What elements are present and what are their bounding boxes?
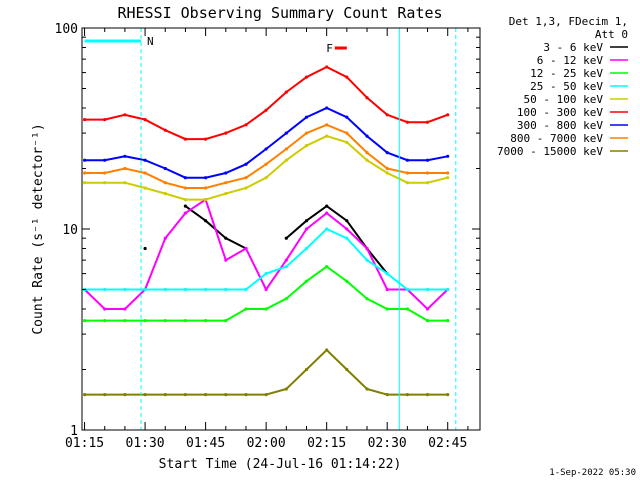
legend-entry-label: 12 - 25 keV [530, 67, 603, 80]
legend-entry-label: 800 - 7000 keV [510, 132, 603, 145]
legend-entry-label: 6 - 12 keV [537, 54, 604, 67]
x-tick-label: 02:45 [428, 436, 467, 451]
series-point [143, 246, 147, 251]
x-tick-label: 01:15 [65, 436, 104, 451]
chart-title: RHESSI Observing Summary Count Rates [117, 4, 442, 22]
series-7 [83, 123, 450, 190]
data-layer [83, 65, 450, 397]
series-4 [83, 134, 450, 202]
legend-header: Det 1,3, FDecim 1, [509, 15, 628, 28]
x-tick-label: 02:30 [368, 436, 407, 451]
x-tick-label: 01:45 [186, 436, 225, 451]
series-line [84, 65, 449, 141]
series-line [84, 227, 448, 291]
marker-label: F [326, 42, 333, 55]
legend-header: Att 0 [595, 28, 628, 41]
y-tick-label: 1 [70, 424, 78, 439]
plot-frame [81, 27, 481, 431]
marker-label: N [147, 35, 154, 48]
marker-layer: NF [84, 28, 457, 430]
series-line [285, 204, 388, 275]
series-0 [143, 204, 389, 276]
series-line [84, 348, 448, 396]
series-1 [83, 198, 450, 311]
x-tick-label: 01:30 [126, 436, 165, 451]
series-5 [83, 65, 450, 141]
y-tick-label: 100 [55, 22, 78, 37]
series-3 [83, 227, 450, 292]
series-line [84, 106, 448, 179]
y-axis-label: Count Rate (s⁻¹ detector⁻¹) [31, 123, 46, 334]
axis-layer: 01:15 01:30 01:45 02:00 02:15 02:30 02:45 1 10 10… [55, 22, 480, 451]
legend-entry-label: 25 - 50 keV [530, 80, 603, 93]
x-axis-label: Start Time (24-Jul-16 01:14:22) [159, 457, 402, 472]
legend-entry-label: 100 - 300 keV [517, 106, 603, 119]
legend-entry-label: 3 - 6 keV [543, 41, 603, 54]
series-line [84, 265, 448, 322]
x-tick-label: 02:15 [307, 436, 346, 451]
series-line [84, 135, 448, 201]
legend-entry-label: 50 - 100 keV [524, 93, 604, 106]
series-2 [83, 265, 450, 323]
series-line [84, 123, 448, 189]
footer-date: 1-Sep-2022 05:30 [549, 468, 636, 478]
legend-entry-label: 7000 - 15000 keV [497, 145, 603, 158]
series-6 [83, 106, 450, 180]
x-tick-label: 02:00 [247, 436, 286, 451]
legend-entry-label: 300 - 800 keV [517, 119, 603, 132]
series-8 [83, 348, 450, 397]
series-line [83, 198, 449, 311]
y-tick-label: 10 [62, 223, 78, 238]
